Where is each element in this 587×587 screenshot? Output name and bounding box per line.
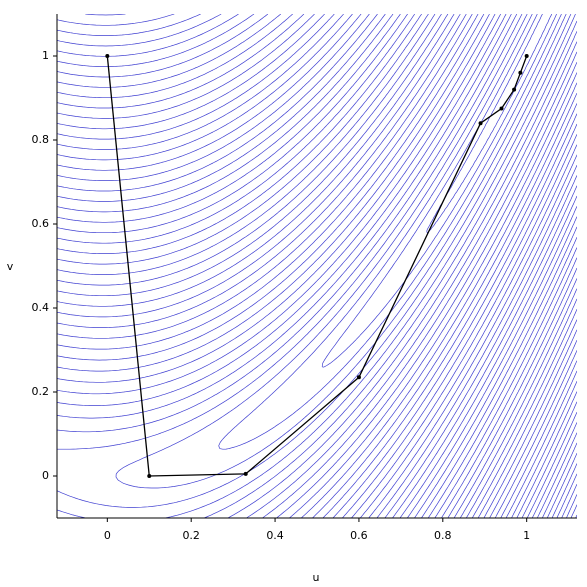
x-tick-label: 0.4 xyxy=(266,529,284,542)
x-tick-label: 0.6 xyxy=(350,529,368,542)
contour-line xyxy=(556,473,577,518)
x-tick-label: 1 xyxy=(523,529,530,542)
contour-line xyxy=(57,14,577,518)
contour-line xyxy=(57,14,577,518)
contour-line xyxy=(570,504,577,518)
contour-line xyxy=(536,432,577,518)
contour-line xyxy=(57,14,577,518)
path-line xyxy=(106,55,528,477)
contour-line xyxy=(57,14,577,518)
contour-line xyxy=(57,14,577,518)
x-tick-label: 0 xyxy=(104,529,111,542)
contour-line xyxy=(115,14,567,489)
contour-line xyxy=(546,453,577,518)
contour-line xyxy=(57,14,577,518)
path-point xyxy=(147,474,152,478)
path-point xyxy=(478,121,483,126)
contour-line xyxy=(57,14,577,518)
contour-line xyxy=(57,14,577,518)
path-point xyxy=(105,54,110,58)
contour-line xyxy=(57,14,577,518)
contour-line xyxy=(57,14,577,518)
path-point xyxy=(518,70,523,75)
contour-line xyxy=(57,14,577,518)
contour-line xyxy=(57,14,577,518)
contour-line xyxy=(57,14,577,518)
contour-line xyxy=(57,14,577,518)
contour-line xyxy=(57,14,577,518)
contour-line xyxy=(57,14,577,518)
contour-line xyxy=(57,14,577,518)
contour-line xyxy=(57,14,577,518)
contour-line xyxy=(57,14,577,518)
contour-line xyxy=(57,14,577,518)
y-tick-label: 0.6 xyxy=(32,217,50,230)
x-tick-label: 0.2 xyxy=(182,529,200,542)
contour-line xyxy=(57,14,577,518)
contour-line xyxy=(426,14,553,234)
contour-line xyxy=(57,14,577,518)
y-tick-label: 0 xyxy=(42,469,49,482)
contour-line xyxy=(57,14,577,518)
contours xyxy=(57,14,577,518)
path-point xyxy=(512,87,517,92)
x-axis-label: u xyxy=(313,571,320,584)
contour-line xyxy=(57,14,577,518)
contour-line xyxy=(531,422,577,518)
contour-line xyxy=(57,14,577,518)
contour-line xyxy=(57,14,577,518)
y-axis-label: v xyxy=(7,260,14,273)
contour-line xyxy=(551,463,577,518)
y-tick-label: 0.8 xyxy=(32,133,50,146)
contour-line xyxy=(57,14,576,518)
contour-line xyxy=(218,14,562,450)
contour-line xyxy=(57,14,577,518)
contour-line xyxy=(57,14,577,518)
contour-line xyxy=(85,14,577,518)
y-tick-label: 1 xyxy=(42,49,49,62)
contour-line xyxy=(566,494,577,518)
x-tick-label: 0.8 xyxy=(434,529,452,542)
path-point xyxy=(524,54,529,58)
contour-line xyxy=(541,442,577,518)
path-point xyxy=(243,471,248,476)
contour-line xyxy=(57,14,577,518)
y-tick-label: 0.2 xyxy=(32,385,50,398)
path-point xyxy=(356,375,361,380)
contour-line xyxy=(57,14,577,518)
contour-line xyxy=(57,14,577,518)
contour-line xyxy=(57,14,577,518)
contour-line xyxy=(57,14,577,518)
contour-line xyxy=(561,483,577,518)
contour-line xyxy=(57,14,577,518)
y-tick-label: 0.4 xyxy=(32,301,50,314)
contour-line xyxy=(57,14,577,518)
contour-line xyxy=(57,14,577,518)
path-point xyxy=(499,106,504,111)
contour-line xyxy=(57,14,577,518)
contour-line xyxy=(57,14,577,518)
